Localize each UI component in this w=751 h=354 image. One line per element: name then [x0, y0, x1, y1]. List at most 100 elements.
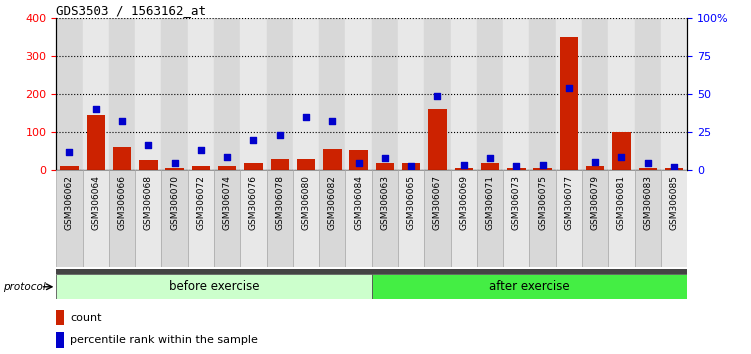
Text: GSM306082: GSM306082: [328, 175, 336, 230]
Point: [222, 154, 234, 159]
Text: GSM306076: GSM306076: [249, 175, 258, 230]
Bar: [293, 18, 319, 170]
Text: after exercise: after exercise: [489, 280, 570, 293]
Point: [457, 162, 470, 168]
Text: GSM306071: GSM306071: [486, 175, 494, 230]
Bar: [165, 168, 184, 170]
Point: [484, 155, 496, 161]
Bar: [398, 18, 424, 170]
Bar: [56, 332, 64, 348]
Point: [116, 118, 128, 124]
Bar: [635, 170, 661, 267]
Text: GSM306069: GSM306069: [460, 175, 468, 230]
Text: GSM306065: GSM306065: [407, 175, 415, 230]
Text: before exercise: before exercise: [169, 280, 259, 293]
Bar: [56, 274, 372, 299]
Bar: [345, 170, 372, 267]
Bar: [612, 132, 631, 170]
Bar: [582, 18, 608, 170]
Bar: [188, 18, 214, 170]
Bar: [139, 160, 158, 170]
Bar: [507, 168, 526, 170]
Bar: [240, 170, 267, 267]
Bar: [323, 149, 342, 170]
Bar: [428, 109, 447, 170]
Text: GSM306064: GSM306064: [92, 175, 100, 230]
Bar: [188, 170, 214, 267]
Point: [300, 115, 312, 120]
Bar: [83, 18, 109, 170]
Bar: [161, 170, 188, 267]
Bar: [477, 170, 503, 267]
Point: [326, 118, 338, 124]
Bar: [109, 18, 135, 170]
Bar: [376, 163, 394, 170]
Bar: [56, 269, 687, 274]
Bar: [218, 166, 237, 170]
Point: [641, 160, 653, 166]
Point: [616, 154, 628, 159]
Bar: [293, 170, 319, 267]
Point: [406, 163, 418, 169]
Point: [64, 149, 75, 154]
Bar: [608, 170, 635, 267]
Bar: [424, 18, 451, 170]
Text: GSM306072: GSM306072: [197, 175, 205, 230]
Text: GSM306070: GSM306070: [170, 175, 179, 230]
Text: GSM306062: GSM306062: [65, 175, 74, 230]
Text: GSM306083: GSM306083: [644, 175, 652, 230]
Bar: [608, 18, 635, 170]
Point: [431, 93, 443, 98]
Bar: [533, 168, 552, 170]
Point: [195, 147, 207, 153]
Bar: [638, 168, 657, 170]
Bar: [192, 166, 210, 170]
Text: percentile rank within the sample: percentile rank within the sample: [70, 335, 258, 345]
Text: GSM306081: GSM306081: [617, 175, 626, 230]
Text: GSM306078: GSM306078: [276, 175, 284, 230]
Point: [511, 163, 523, 169]
Text: GSM306077: GSM306077: [565, 175, 573, 230]
Bar: [529, 170, 556, 267]
Text: GSM306080: GSM306080: [302, 175, 310, 230]
Bar: [56, 18, 83, 170]
Bar: [503, 170, 529, 267]
Text: count: count: [70, 313, 101, 322]
Bar: [109, 170, 135, 267]
Bar: [135, 170, 161, 267]
Point: [248, 137, 260, 143]
Bar: [372, 18, 398, 170]
Bar: [661, 18, 687, 170]
Bar: [297, 159, 315, 170]
Text: GSM306075: GSM306075: [538, 175, 547, 230]
Bar: [586, 166, 605, 170]
Bar: [345, 18, 372, 170]
Text: GSM306084: GSM306084: [354, 175, 363, 230]
Point: [143, 142, 155, 148]
Text: GSM306063: GSM306063: [381, 175, 389, 230]
Point: [590, 159, 602, 164]
Text: protocol: protocol: [3, 282, 46, 292]
Bar: [214, 170, 240, 267]
Bar: [270, 159, 289, 170]
Bar: [240, 18, 267, 170]
Point: [379, 155, 391, 161]
Bar: [56, 170, 83, 267]
Point: [274, 132, 286, 137]
Point: [353, 160, 365, 166]
Bar: [481, 163, 499, 170]
Text: GSM306074: GSM306074: [223, 175, 231, 230]
Bar: [319, 170, 345, 267]
Bar: [451, 170, 477, 267]
Bar: [503, 18, 529, 170]
Bar: [665, 168, 683, 170]
Text: GSM306085: GSM306085: [670, 175, 678, 230]
Text: GSM306067: GSM306067: [433, 175, 442, 230]
Bar: [319, 18, 345, 170]
Bar: [454, 168, 473, 170]
Bar: [556, 18, 582, 170]
Bar: [135, 18, 161, 170]
Bar: [161, 18, 188, 170]
Bar: [372, 170, 398, 267]
Bar: [56, 310, 64, 325]
